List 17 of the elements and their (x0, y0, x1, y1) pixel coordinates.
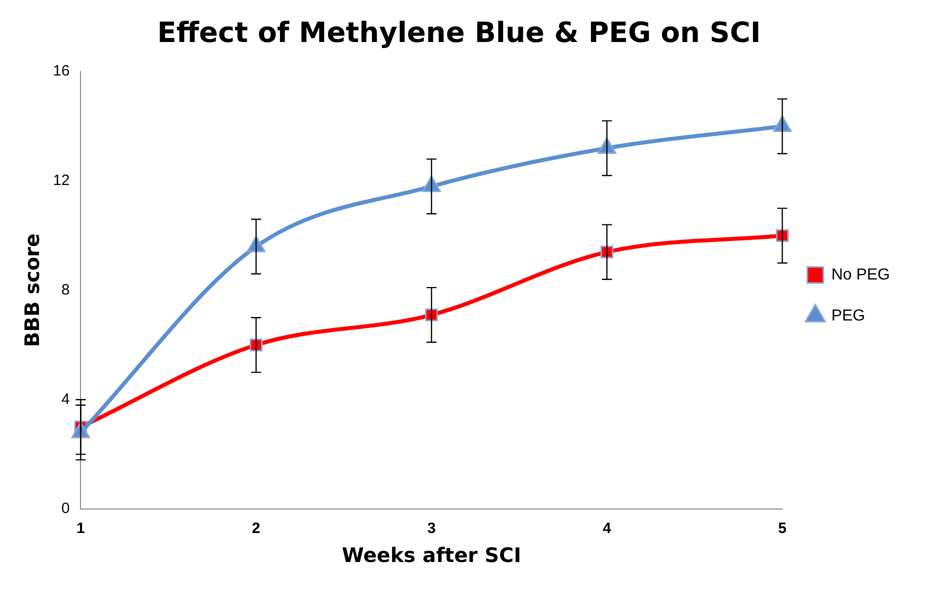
y-tick-label: 4 (61, 390, 70, 408)
point (600, 246, 614, 258)
y-tick-label: 12 (52, 172, 70, 190)
x-axis-title: Weeks after SCI (342, 543, 522, 568)
x-tick-label: 4 (602, 520, 612, 538)
x-tick-label: 5 (778, 520, 786, 538)
point (250, 338, 262, 352)
y-tick-label: 0 (61, 500, 70, 518)
legend-label: No PEG (831, 266, 890, 284)
y-axis-title: BBB score (20, 233, 44, 348)
x-tick-label: 3 (427, 520, 436, 538)
chart-title: Effect of Methylene Blue & PEG on SCI (157, 16, 761, 50)
x-tick-label: 2 (252, 520, 260, 538)
x-tick-label: 1 (76, 520, 85, 538)
legend-label: PEG (831, 307, 866, 324)
y-tick-label: 8 (61, 281, 70, 298)
y-tick-label: 16 (52, 62, 70, 80)
